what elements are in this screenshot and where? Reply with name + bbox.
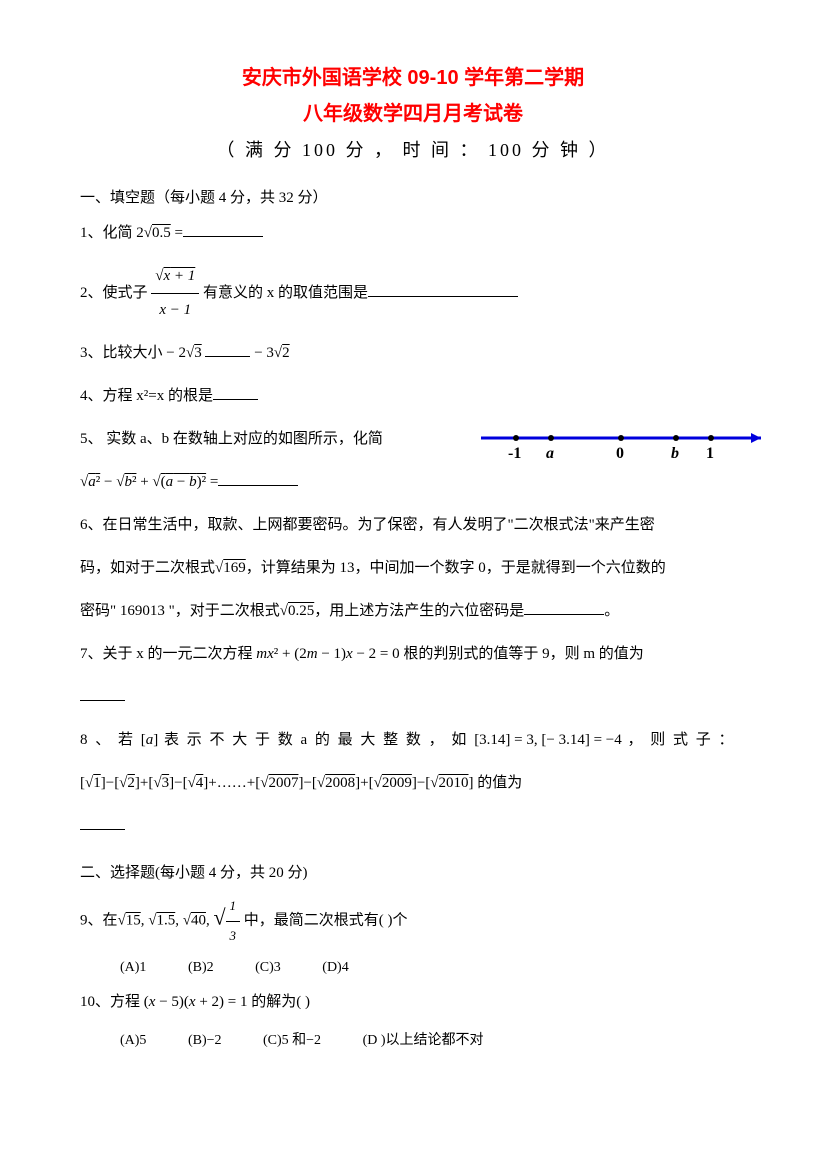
question-4: 4、方程 x²=x 的根是 <box>80 380 746 413</box>
question-6-line2: 码，如对于二次根式√169，计算结果为 13，中间加一个数字 0，于是就得到一个… <box>80 552 746 585</box>
q5-prefix: 5、 实数 a、b 在数轴上对应的如图所示，化简 <box>80 431 383 447</box>
q9-suffix: 中，最简二次根式有( )个 <box>240 913 408 929</box>
section2-header: 二、选择题(每小题 4 分，共 20 分) <box>80 861 746 882</box>
section1-header: 一、填空题（每小题 4 分，共 32 分） <box>80 186 746 207</box>
question-1: 1、化简 2√0.5 = <box>80 217 746 250</box>
q10-opt-a: (A)5 <box>120 1033 146 1048</box>
question-8-line1: 8 、 若 [a] 表 示 不 大 于 数 a 的 最 大 整 数 ， 如 [3… <box>80 724 746 757</box>
q8-a: 8 、 若 <box>80 732 141 748</box>
q10-opt-d: (D )以上结论都不对 <box>363 1033 484 1048</box>
q1-suffix: = <box>171 225 183 241</box>
q7-suffix: 根的判别式的值等于 9，则 m 的值为 <box>400 646 644 662</box>
q6-line3a: 密码" 169013 "，对于二次根式 <box>80 603 280 619</box>
q8-c: ， 则 式 子 ： <box>622 732 736 748</box>
question-3: 3、比较大小 − 2√3 − 3√2 <box>80 337 746 370</box>
question-5: 5、 实数 a、b 在数轴上对应的如图所示，化简 -1 a 0 b 1 <box>80 423 746 456</box>
q2-suffix: 有意义的 x 的取值范围是 <box>203 285 368 301</box>
svg-text:a: a <box>546 445 554 462</box>
q8-blank <box>80 812 125 830</box>
svg-text:b: b <box>671 445 679 462</box>
q6-line2b: ，计算结果为 13，中间加一个数字 0，于是就得到一个六位数的 <box>246 560 666 576</box>
q9-prefix: 9、在 <box>80 913 118 929</box>
q6-line2a: 码，如对于二次根式 <box>80 560 215 576</box>
question-6-line1: 6、在日常生活中，取款、上网都要密码。为了保密，有人发明了"二次根式法"来产生密 <box>80 509 746 542</box>
q5-blank <box>218 468 298 486</box>
q6-blank <box>524 597 604 615</box>
q1-blank <box>183 219 263 237</box>
question-6-line3: 密码" 169013 "，对于二次根式√0.25，用上述方法产生的六位密码是。 <box>80 595 746 628</box>
q10-opt-c: (C)5 和−2 <box>263 1033 321 1048</box>
q2-prefix: 2、使式子 <box>80 285 151 301</box>
q1-prefix: 1、化简 2 <box>80 225 144 241</box>
q7-prefix: 7、关于 x 的一元二次方程 <box>80 646 256 662</box>
question-10-options: (A)5 (B)−2 (C)5 和−2 (D )以上结论都不对 <box>80 1029 746 1049</box>
svg-text:0: 0 <box>616 445 624 462</box>
q10-suffix: 的解为( ) <box>247 994 310 1010</box>
question-9: 9、在√15, √1.5, √40, √13 中，最简二次根式有( )个 <box>80 892 746 950</box>
q9-opt-a: (A)1 <box>120 960 146 975</box>
q3-blank <box>205 339 250 357</box>
q9-opt-d: (D)4 <box>322 960 348 975</box>
exam-title-line2: 八年级数学四月月考试卷 <box>80 96 746 132</box>
exam-subtitle: （ 满 分 100 分 ， 时 间 ： 100 分 钟 ） <box>80 132 746 168</box>
question-9-options: (A)1 (B)2 (C)3 (D)4 <box>80 960 746 976</box>
q10-prefix: 10、方程 <box>80 994 144 1010</box>
q8-suffix: 的值为 <box>474 775 523 791</box>
q10-opt-b: (B)−2 <box>188 1033 222 1048</box>
q6-end: 。 <box>604 603 619 619</box>
question-7: 7、关于 x 的一元二次方程 mx² + (2m − 1)x − 2 = 0 根… <box>80 638 746 671</box>
question-10: 10、方程 (x − 5)(x + 2) = 1 的解为( ) <box>80 986 746 1019</box>
q4-blank <box>213 382 258 400</box>
number-line-diagram: -1 a 0 b 1 <box>476 423 776 481</box>
question-2: 2、使式子 √x + 1 x − 1 有意义的 x 的取值范围是 <box>80 260 746 327</box>
q6-line3b: ，用上述方法产生的六位密码是 <box>314 603 524 619</box>
q9-opt-b: (B)2 <box>188 960 214 975</box>
exam-title-line1: 安庆市外国语学校 09-10 学年第二学期 <box>80 60 746 96</box>
q9-opt-c: (C)3 <box>255 960 281 975</box>
question-7-blank-line <box>80 681 746 714</box>
question-8-blank-line <box>80 810 746 843</box>
q7-blank <box>80 683 125 701</box>
q2-blank <box>368 279 518 297</box>
svg-text:-1: -1 <box>508 445 521 462</box>
svg-text:1: 1 <box>706 445 714 462</box>
q4-text: 4、方程 x²=x 的根是 <box>80 388 213 404</box>
question-8-expr: [√1]−[√2]+[√3]−[√4]+……+[√2007]−[√2008]+[… <box>80 767 746 800</box>
q8-b: 表 示 不 大 于 数 a 的 最 大 整 数 ， 如 <box>158 732 474 748</box>
